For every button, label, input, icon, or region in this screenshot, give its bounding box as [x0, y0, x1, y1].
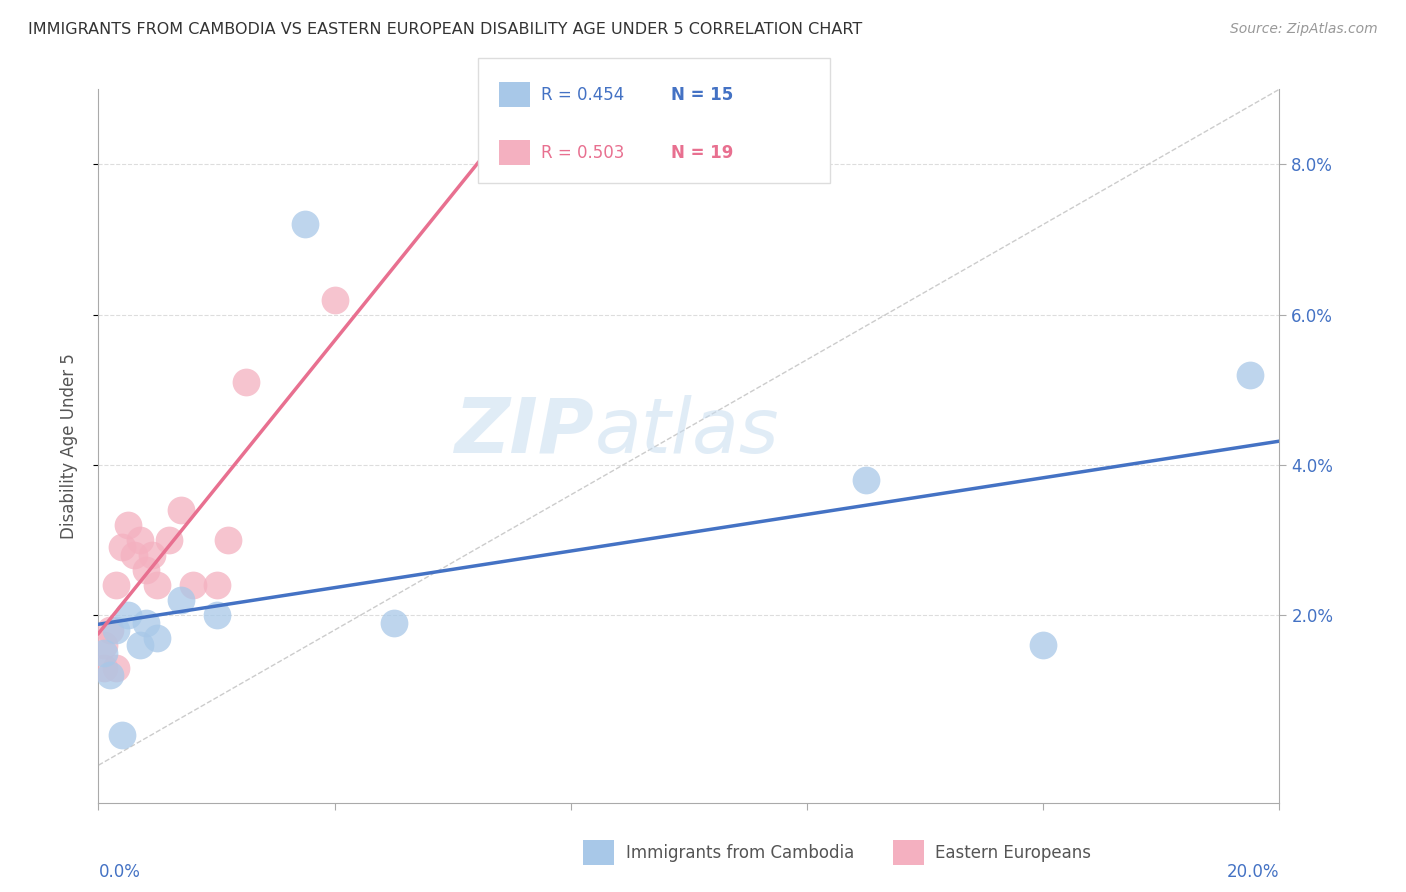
Text: 20.0%: 20.0%: [1227, 863, 1279, 881]
Point: [170, 593, 193, 607]
Point: [181, 578, 204, 592]
Point: [111, 728, 134, 742]
Point: [122, 548, 145, 562]
Text: ZIP: ZIP: [454, 395, 595, 468]
Text: 0.0%: 0.0%: [98, 863, 141, 881]
Point: [117, 517, 139, 532]
Text: Immigrants from Cambodia: Immigrants from Cambodia: [626, 844, 853, 862]
Point: [135, 615, 157, 630]
Text: R = 0.454: R = 0.454: [541, 86, 624, 103]
Text: N = 19: N = 19: [671, 144, 733, 161]
Point: [93, 660, 115, 674]
Text: N = 15: N = 15: [671, 86, 733, 103]
Point: [105, 660, 128, 674]
Point: [93, 646, 115, 660]
Point: [170, 503, 193, 517]
Point: [205, 578, 228, 592]
Point: [98, 668, 121, 682]
Point: [1239, 368, 1261, 382]
Point: [1032, 638, 1054, 652]
Point: [205, 607, 228, 622]
Point: [128, 533, 150, 547]
Text: atlas: atlas: [595, 395, 779, 468]
Point: [235, 375, 257, 389]
Text: R = 0.503: R = 0.503: [541, 144, 624, 161]
Point: [111, 541, 134, 555]
Point: [128, 638, 150, 652]
Text: Eastern Europeans: Eastern Europeans: [935, 844, 1091, 862]
Y-axis label: Disability Age Under 5: Disability Age Under 5: [59, 353, 77, 539]
Point: [382, 615, 405, 630]
Text: IMMIGRANTS FROM CAMBODIA VS EASTERN EUROPEAN DISABILITY AGE UNDER 5 CORRELATION : IMMIGRANTS FROM CAMBODIA VS EASTERN EURO…: [28, 22, 862, 37]
Point: [98, 623, 121, 637]
Point: [135, 563, 157, 577]
Point: [146, 631, 169, 645]
Point: [105, 578, 128, 592]
Point: [217, 533, 239, 547]
Point: [117, 607, 139, 622]
Point: [294, 218, 316, 232]
Point: [146, 578, 169, 592]
Point: [323, 293, 346, 307]
Point: [855, 473, 877, 487]
Point: [93, 638, 115, 652]
Point: [157, 533, 180, 547]
Point: [141, 548, 163, 562]
Point: [105, 623, 128, 637]
Text: Source: ZipAtlas.com: Source: ZipAtlas.com: [1230, 22, 1378, 37]
